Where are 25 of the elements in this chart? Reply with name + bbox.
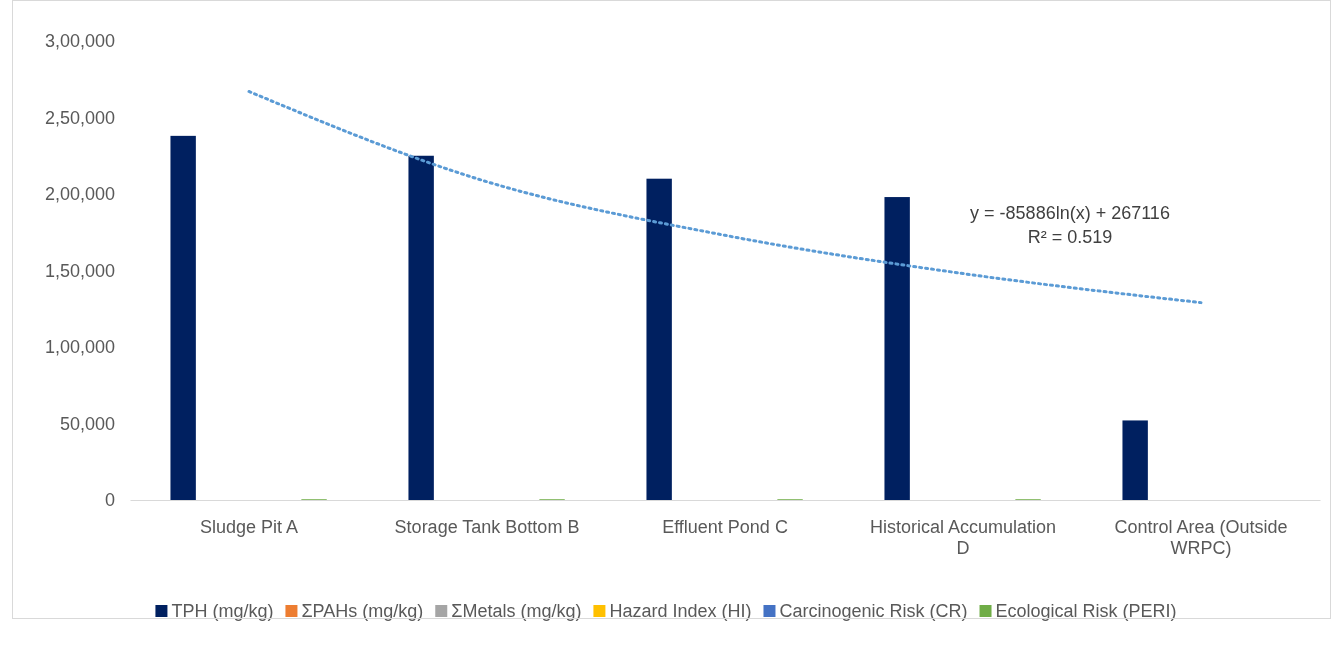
legend-label: Ecological Risk (PERI) <box>995 601 1177 621</box>
legend-label: TPH (mg/kg) <box>171 601 274 621</box>
y-tick-label: 3,00,000 <box>44 31 115 52</box>
legend-label: Hazard Index (HI) <box>609 601 752 621</box>
bar <box>1122 420 1148 500</box>
legend-label: Carcinogenic Risk (CR) <box>779 601 968 621</box>
y-tick-label: 50,000 <box>59 413 115 434</box>
line-series <box>247 89 1203 305</box>
bar <box>646 178 672 500</box>
x-tick-label: Effluent Pond C <box>662 516 788 537</box>
annotation: y = -85886ln(x) + 267116 R² = 0.519 <box>970 203 1170 248</box>
x-tick-label: Sludge Pit A <box>199 516 299 537</box>
y-tick-label: 1,50,000 <box>44 260 115 281</box>
y-tick-label: 2,50,000 <box>44 107 115 128</box>
x-tick-label: Historical Accumulation D <box>869 516 1057 559</box>
y-tick-label: 0 <box>104 490 115 511</box>
bar <box>408 155 434 500</box>
bar <box>170 135 196 500</box>
y-tick-label: 2,00,000 <box>44 184 115 205</box>
x-tick-label: Control Area (Outside WRPC) <box>1114 516 1288 559</box>
legend-label: ΣPAHs (mg/kg) <box>301 601 424 621</box>
legend-label: ΣMetals (mg/kg) <box>451 601 582 621</box>
y-tick-label: 1,00,000 <box>44 337 115 358</box>
bar <box>884 197 910 500</box>
x-tick-label: Storage Tank Bottom B <box>394 516 580 537</box>
